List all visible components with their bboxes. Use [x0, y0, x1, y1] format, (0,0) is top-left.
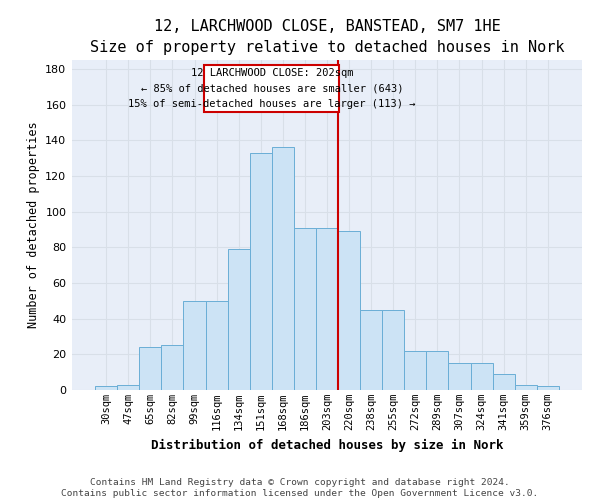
Bar	[448, 363, 470, 390]
Bar	[427, 351, 448, 390]
Bar	[250, 153, 272, 390]
Bar	[227, 249, 250, 390]
Bar	[537, 386, 559, 390]
Bar	[316, 228, 338, 390]
FancyBboxPatch shape	[205, 66, 339, 112]
Bar	[95, 386, 117, 390]
Bar	[382, 310, 404, 390]
Bar	[184, 301, 206, 390]
Bar	[206, 301, 227, 390]
Bar	[360, 310, 382, 390]
Bar	[139, 347, 161, 390]
Bar	[294, 228, 316, 390]
Bar	[117, 384, 139, 390]
Bar	[515, 384, 537, 390]
Bar	[470, 363, 493, 390]
Text: Contains HM Land Registry data © Crown copyright and database right 2024.
Contai: Contains HM Land Registry data © Crown c…	[61, 478, 539, 498]
Bar	[404, 351, 427, 390]
Bar	[338, 231, 360, 390]
Text: 12 LARCHWOOD CLOSE: 202sqm
← 85% of detached houses are smaller (643)
15% of sem: 12 LARCHWOOD CLOSE: 202sqm ← 85% of deta…	[128, 68, 416, 108]
Bar	[272, 148, 294, 390]
Bar	[493, 374, 515, 390]
Y-axis label: Number of detached properties: Number of detached properties	[27, 122, 40, 328]
Bar	[161, 346, 184, 390]
X-axis label: Distribution of detached houses by size in Nork: Distribution of detached houses by size …	[151, 438, 503, 452]
Title: 12, LARCHWOOD CLOSE, BANSTEAD, SM7 1HE
Size of property relative to detached hou: 12, LARCHWOOD CLOSE, BANSTEAD, SM7 1HE S…	[90, 18, 564, 55]
